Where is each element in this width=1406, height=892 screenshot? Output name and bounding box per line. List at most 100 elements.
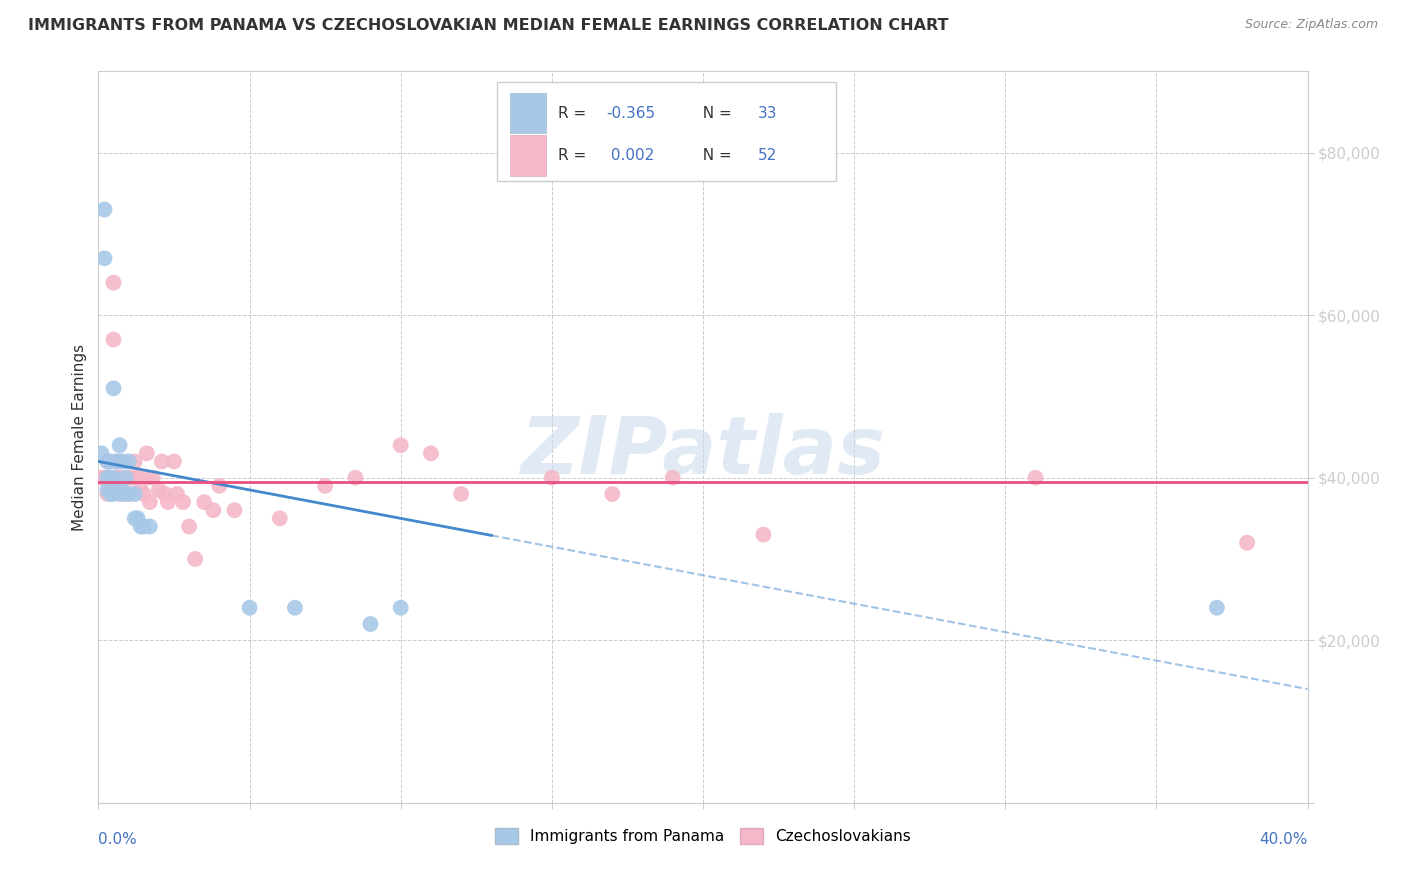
Point [96, 487, 118, 501]
Point [118, 487, 141, 501]
Point [93, 471, 115, 485]
Point [135, 471, 157, 485]
Point [150, 454, 173, 468]
Point [1024, 471, 1046, 485]
Point [389, 600, 412, 615]
Text: N =: N = [693, 105, 737, 120]
Point [100, 471, 122, 485]
Point [100, 454, 122, 468]
Point [124, 511, 146, 525]
Point [105, 454, 128, 468]
Text: 40.0%: 40.0% [1260, 832, 1308, 847]
Text: -0.365: -0.365 [606, 105, 655, 120]
Point [108, 479, 131, 493]
Point [1206, 600, 1229, 615]
Text: 52: 52 [758, 148, 776, 163]
Point [96, 471, 118, 485]
Point [93, 252, 115, 266]
Point [148, 483, 170, 497]
Text: 33: 33 [758, 105, 778, 120]
Point [129, 519, 152, 533]
Text: 0.002: 0.002 [606, 148, 655, 163]
Point [108, 454, 131, 468]
Point [108, 438, 131, 452]
Point [111, 454, 134, 468]
Point [163, 454, 186, 468]
Point [114, 471, 136, 485]
Point [111, 471, 134, 485]
Point [105, 454, 128, 468]
Point [127, 511, 149, 525]
Point [420, 446, 443, 460]
Point [208, 479, 231, 493]
FancyBboxPatch shape [509, 136, 546, 176]
Point [96, 454, 118, 468]
Point [269, 511, 291, 525]
Point [108, 487, 131, 501]
Point [661, 471, 683, 485]
Point [103, 333, 125, 347]
Point [602, 487, 624, 501]
Text: ZIPatlas: ZIPatlas [520, 413, 886, 491]
Y-axis label: Median Female Earnings: Median Female Earnings [72, 343, 87, 531]
Point [111, 487, 134, 501]
Point [142, 471, 165, 485]
Point [124, 454, 146, 468]
Point [127, 471, 149, 485]
Point [284, 600, 307, 615]
Point [124, 487, 146, 501]
Point [90, 446, 112, 460]
Point [108, 471, 131, 485]
Point [139, 495, 162, 509]
Point [100, 483, 122, 497]
Point [114, 471, 136, 485]
Text: Source: ZipAtlas.com: Source: ZipAtlas.com [1244, 18, 1378, 31]
Point [103, 381, 125, 395]
Point [111, 487, 134, 501]
Point [166, 487, 188, 501]
Point [96, 454, 118, 468]
Point [118, 471, 141, 485]
Point [153, 487, 176, 501]
FancyBboxPatch shape [498, 82, 837, 181]
Point [100, 487, 122, 501]
Point [129, 483, 152, 497]
Point [752, 527, 775, 541]
Point [105, 483, 128, 497]
Point [96, 483, 118, 497]
Text: 0.0%: 0.0% [98, 832, 138, 847]
Point [105, 471, 128, 485]
Point [172, 495, 194, 509]
Point [93, 202, 115, 217]
Point [100, 471, 122, 485]
Point [90, 471, 112, 485]
Point [224, 503, 246, 517]
Point [450, 487, 472, 501]
Point [103, 487, 125, 501]
Point [202, 503, 225, 517]
Point [103, 471, 125, 485]
Point [1236, 535, 1258, 549]
Point [132, 487, 155, 501]
Point [139, 519, 162, 533]
Point [314, 479, 336, 493]
Text: N =: N = [693, 148, 737, 163]
Text: R =: R = [558, 148, 591, 163]
Point [118, 454, 141, 468]
Point [135, 446, 157, 460]
FancyBboxPatch shape [509, 93, 546, 133]
Point [121, 471, 143, 485]
Point [540, 471, 562, 485]
Point [239, 600, 262, 615]
Point [118, 487, 141, 501]
Text: R =: R = [558, 105, 591, 120]
Point [96, 471, 118, 485]
Point [344, 471, 367, 485]
Point [360, 617, 382, 632]
Legend: Immigrants from Panama, Czechoslovakians: Immigrants from Panama, Czechoslovakians [489, 822, 917, 850]
Point [132, 519, 155, 533]
Point [193, 495, 215, 509]
Point [103, 276, 125, 290]
Point [184, 552, 207, 566]
Point [389, 438, 412, 452]
